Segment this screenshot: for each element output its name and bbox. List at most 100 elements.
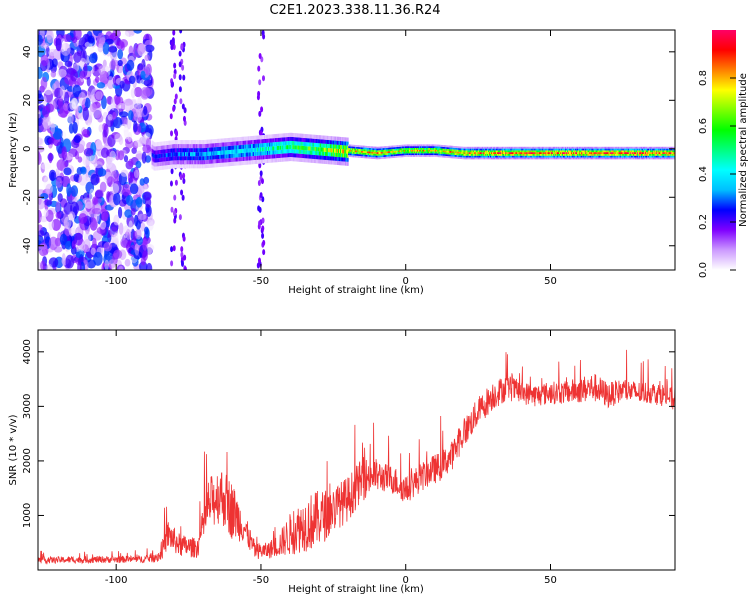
spectrogram-tone-cell (573, 155, 575, 158)
spectrogram-tone-cell (322, 159, 325, 164)
spectrogram-tone-cell (278, 133, 280, 138)
spectrogram-tone-cell (223, 158, 226, 163)
spectrogram-tone-cell (199, 148, 201, 153)
spectrogram-tone-cell (564, 148, 567, 151)
spectrogram-tone-cell (549, 157, 552, 160)
spectrogram-tone-cell (166, 153, 169, 158)
spectrogram-tone-cell (434, 144, 436, 147)
spectrogram-tone-cell (424, 149, 426, 152)
spectrogram-tone-cell (324, 147, 327, 152)
spectrogram-tone-cell (229, 149, 232, 154)
spectrogram-tone-cell (577, 148, 579, 151)
spectrogram-tone-cell (466, 150, 469, 153)
spectrogram-tone-cell (648, 152, 650, 154)
spectrogram-tone-cell (419, 155, 421, 157)
spectrogram-tone-cell (297, 133, 300, 138)
spectrogram-tone-cell (418, 146, 420, 148)
spectrogram-tone-cell (647, 146, 649, 149)
spectrogram-tone-cell (271, 134, 273, 139)
spectrogram-tone-cell (658, 157, 660, 160)
spectrogram-noise-cell (83, 63, 88, 77)
spectrogram-tone-cell (436, 148, 438, 150)
spectrogram-tone-cell (417, 151, 419, 154)
spectrogram-tone-cell (599, 153, 602, 156)
spectrogram-tone-cell (435, 148, 437, 150)
spectrogram-tone-cell (289, 153, 291, 158)
spectrogram-tone-cell (381, 146, 384, 149)
spectrogram-tone-cell (439, 148, 441, 151)
spectrogram-tone-cell (664, 150, 666, 153)
spectrogram-tone-cell (438, 151, 440, 154)
spectrogram-noise-cell (127, 171, 134, 184)
spectrogram-tone-cell (249, 144, 252, 149)
spectrogram-tone-cell (613, 148, 616, 151)
spectrogram-tone-cell (566, 153, 569, 156)
spectrogram-tone-cell (493, 152, 495, 154)
spectrogram-tone-cell (458, 146, 461, 149)
spectrogram-tone-cell (644, 153, 646, 156)
spectrogram-noise-cell (170, 246, 174, 253)
spectrogram-tone-cell (185, 164, 188, 169)
spectrogram-tone-cell (617, 157, 620, 160)
spectrogram-tone-cell (530, 153, 533, 156)
spectrogram-tone-cell (325, 147, 328, 152)
spectrogram-tone-cell (352, 148, 354, 151)
spectrogram-tone-cell (233, 149, 236, 154)
spectrogram-tone-cell (413, 147, 416, 150)
spectrogram-tone-cell (305, 142, 308, 147)
spectrogram-tone-cell (224, 162, 227, 167)
spectrogram-tone-cell (241, 148, 244, 153)
spectrogram-tone-cell (477, 146, 480, 149)
spectrogram-tone-cell (198, 148, 200, 153)
spectrogram-tone-cell (551, 155, 554, 158)
spectrogram-tone-cell (323, 155, 326, 160)
spectrogram-tone-cell (354, 146, 356, 149)
spectrogram-tone-cell (272, 154, 274, 159)
spectrogram-tone-cell (167, 156, 170, 161)
spectrogram-tone-cell (318, 151, 321, 156)
spectrogram-tone-cell (505, 153, 507, 156)
spectrogram-tone-cell (405, 147, 408, 150)
spectrogram-tone-cell (601, 150, 604, 153)
spectrogram-tone-cell (471, 153, 474, 156)
spectrogram-tone-cell (610, 155, 613, 158)
spectrogram-tone-cell (210, 155, 212, 160)
spectrogram-tone-cell (194, 164, 196, 169)
spectrogram-tone-cell (431, 153, 433, 156)
spectrogram-tone-cell (518, 153, 520, 156)
spectrogram-tone-cell (646, 157, 648, 160)
spectrogram-tone-cell (200, 152, 202, 157)
spectrogram-tone-cell (178, 140, 181, 145)
spectrogram-tone-cell (376, 152, 379, 154)
spectrogram-tone-cell (584, 152, 586, 154)
spectrogram-tone-cell (324, 151, 327, 156)
spectrogram-tone-cell (571, 155, 573, 158)
spectrogram-tone-cell (387, 151, 390, 154)
spectrogram-tone-cell (283, 141, 285, 146)
spectrogram-tone-cell (277, 141, 279, 146)
spectrogram-tone-cell (417, 149, 419, 152)
spectrogram-tone-cell (499, 148, 501, 151)
spectrogram-tone-cell (543, 157, 546, 160)
spectrogram-tone-cell (296, 137, 299, 142)
spectrogram-tone-cell (650, 153, 652, 156)
spectrogram-tone-cell (590, 153, 592, 156)
spectrogram-tone-cell (568, 155, 570, 158)
spectrogram-tone-cell (408, 144, 411, 147)
spectrogram-tone-cell (484, 152, 487, 154)
spectrogram-tone-cell (457, 149, 460, 152)
spectrogram-tone-cell (258, 135, 261, 140)
spectrogram-tone-cell (640, 150, 643, 153)
spectrogram-tone-cell (293, 141, 295, 146)
spectrogram-tone-cell (374, 150, 377, 152)
spectrogram-tone-cell (425, 155, 427, 157)
spectrogram-tone-cell (461, 153, 464, 156)
spectrogram-noise-cell (140, 70, 146, 79)
spectrogram-tone-cell (281, 153, 283, 158)
spectrogram-tone-cell (339, 136, 342, 141)
spectrogram-tone-cell (320, 147, 323, 152)
spectrogram-tone-cell (365, 153, 367, 155)
spectrogram-tone-cell (515, 146, 517, 149)
spectrogram-tone-cell (311, 154, 314, 159)
spectrogram-tone-cell (262, 151, 265, 156)
